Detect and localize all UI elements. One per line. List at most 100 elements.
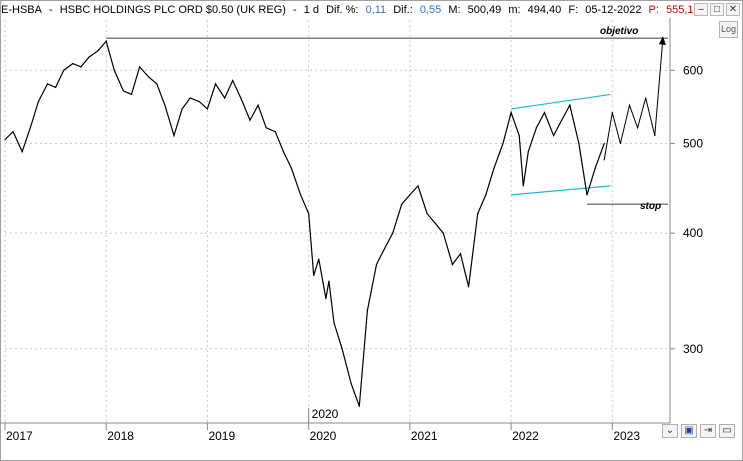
min-label: m: [508,4,521,16]
projection-point-6 [654,134,656,137]
price-point-35 [299,194,302,196]
y-tick-label-400: 400 [683,226,703,240]
price-point-16 [139,66,141,68]
instrument-name: HSBC HOLDINGS PLC ORD $0.50 (UK REG) [59,4,286,16]
dif-label: Dif.: [393,4,413,16]
annotation-label-objetivo: objetivo [600,26,638,37]
price-point-57 [467,286,470,288]
period: 1 d [303,4,320,16]
price-point-11 [97,50,99,52]
max-label: M: [448,4,461,16]
price-point-27 [232,79,234,82]
price-point-66 [535,127,538,129]
price-point-17 [148,76,150,78]
price-point-28 [240,97,242,99]
dif-value: 0,55 [419,4,442,16]
max-value: 500,49 [467,4,502,16]
price-point-70 [569,104,571,106]
price-point-68 [553,134,555,137]
price-series [4,36,666,407]
annotation-label-stop: stop [640,201,661,212]
price-point-0 [4,138,6,141]
price-point-6 [55,86,57,88]
price-point-46 [375,263,378,266]
price-point-45 [366,309,368,312]
price-point-60 [493,167,495,169]
price-point-47 [383,247,386,250]
price-point-62 [510,112,512,114]
price-point-58 [477,212,479,215]
price-point-25 [214,83,217,85]
price-point-74 [603,142,605,145]
y-tick-label-600: 600 [683,63,703,77]
price-point-31 [265,127,267,129]
x-marker-label: 2020 [312,407,339,421]
price-point-26 [224,97,226,99]
save-icon[interactable]: ▣ [681,424,697,438]
price-point-4 [37,101,40,103]
price-point-23 [198,101,200,103]
price-point-32 [274,131,276,133]
price-point-37 [313,274,315,277]
x-tick-label-2020: 2020 [310,429,337,443]
minimize-button[interactable]: – [694,3,708,16]
x-tick-label-2018: 2018 [107,429,134,443]
price-point-1 [12,131,14,133]
dif-pct-label: Dif. %: [326,4,359,16]
price-point-42 [341,348,343,350]
double-chevron-down-icon[interactable]: ⌄ [662,424,678,438]
price-point-36 [308,212,310,215]
price-point-63 [518,134,520,137]
price-point-15 [130,93,133,96]
close-button[interactable]: ✕ [726,3,740,16]
scale-icon[interactable]: ▭ [719,424,735,438]
x-tick-label-2017: 2017 [6,429,33,443]
price-point-49 [401,203,403,205]
price-point-43 [350,383,352,385]
price-point-56 [459,253,462,255]
price-point-40 [328,280,330,282]
price-point-13 [113,69,115,71]
x-tick-label-2019: 2019 [208,429,235,443]
price-point-34 [290,167,293,169]
x-tick-label-2022: 2022 [512,429,539,443]
price-point-22 [189,97,191,99]
price-point-65 [527,151,529,153]
price-point-29 [249,119,251,121]
price-point-54 [442,232,444,234]
price-point-14 [122,90,125,92]
price-point-10 [88,56,90,58]
price-point-52 [426,212,428,215]
symbol: E-HSBA [1,4,42,16]
projection-point-2 [619,142,622,145]
price-value: 555,15 [666,4,700,16]
title-separator-2: - [293,4,297,16]
x-tick-label-2021: 2021 [411,429,438,443]
price-point-3 [29,127,31,129]
price-point-71 [578,142,580,145]
date-label: F: [568,4,579,16]
projection-point-4 [637,127,639,129]
maximize-button[interactable]: □ [710,3,724,16]
y-axis-ticks: 300 400 500 600 [670,63,703,356]
x-axis-ticks: 2017 2018 2019 2020 2021 2022 2023 2020 [4,407,640,443]
price-point-41 [333,322,335,324]
trend-channel [511,93,611,196]
price-point-21 [181,108,183,110]
price-point-61 [502,142,504,145]
price-point-20 [173,134,175,137]
y-tick-label-300: 300 [683,342,703,356]
price-point-50 [409,194,411,196]
price-point-38 [318,258,320,260]
price-point-44 [358,405,360,407]
x-tick-label-2023: 2023 [613,429,640,443]
price-line [4,39,605,407]
pin-icon[interactable]: ⇥ [700,424,716,438]
title-separator: - [49,4,53,16]
price-point-30 [257,104,259,106]
window-buttons: – □ ✕ [694,3,740,16]
log-scale-button[interactable]: Log [719,21,738,38]
bottom-controls: ⌄ ▣ ⇥ ▭ [662,424,735,438]
price-point-69 [561,119,563,121]
